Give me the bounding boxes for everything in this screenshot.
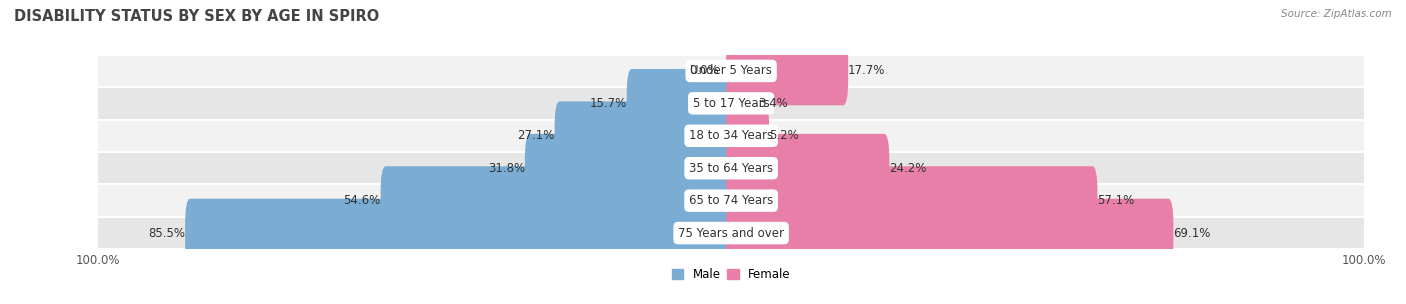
Text: 27.1%: 27.1%: [517, 129, 554, 142]
Bar: [98, 217, 1364, 249]
FancyBboxPatch shape: [725, 102, 769, 170]
FancyBboxPatch shape: [725, 199, 1174, 268]
Text: 17.7%: 17.7%: [848, 64, 886, 78]
FancyBboxPatch shape: [725, 134, 889, 202]
Text: 31.8%: 31.8%: [488, 162, 524, 175]
Text: 0.0%: 0.0%: [689, 64, 718, 78]
Text: 85.5%: 85.5%: [148, 226, 186, 240]
Bar: [98, 152, 1364, 185]
Text: 75 Years and over: 75 Years and over: [678, 226, 785, 240]
Text: Source: ZipAtlas.com: Source: ZipAtlas.com: [1281, 9, 1392, 19]
Text: 24.2%: 24.2%: [889, 162, 927, 175]
Text: 18 to 34 Years: 18 to 34 Years: [689, 129, 773, 142]
FancyBboxPatch shape: [725, 166, 1098, 235]
Legend: Male, Female: Male, Female: [666, 264, 796, 286]
FancyBboxPatch shape: [381, 166, 737, 235]
Text: 54.6%: 54.6%: [343, 194, 381, 207]
Text: Under 5 Years: Under 5 Years: [690, 64, 772, 78]
Text: 5 to 17 Years: 5 to 17 Years: [693, 97, 769, 110]
FancyBboxPatch shape: [725, 69, 758, 138]
Bar: [98, 119, 1364, 152]
FancyBboxPatch shape: [554, 102, 737, 170]
FancyBboxPatch shape: [627, 69, 737, 138]
FancyBboxPatch shape: [186, 199, 737, 268]
Text: 5.2%: 5.2%: [769, 129, 799, 142]
Text: 15.7%: 15.7%: [589, 97, 627, 110]
Text: 69.1%: 69.1%: [1174, 226, 1211, 240]
Text: 57.1%: 57.1%: [1098, 194, 1135, 207]
Text: 35 to 64 Years: 35 to 64 Years: [689, 162, 773, 175]
Bar: [98, 185, 1364, 217]
Text: DISABILITY STATUS BY SEX BY AGE IN SPIRO: DISABILITY STATUS BY SEX BY AGE IN SPIRO: [14, 9, 380, 24]
FancyBboxPatch shape: [725, 36, 848, 105]
Text: 65 to 74 Years: 65 to 74 Years: [689, 194, 773, 207]
FancyBboxPatch shape: [524, 134, 737, 202]
Bar: [98, 55, 1364, 87]
Text: 3.4%: 3.4%: [758, 97, 787, 110]
Bar: [98, 87, 1364, 119]
